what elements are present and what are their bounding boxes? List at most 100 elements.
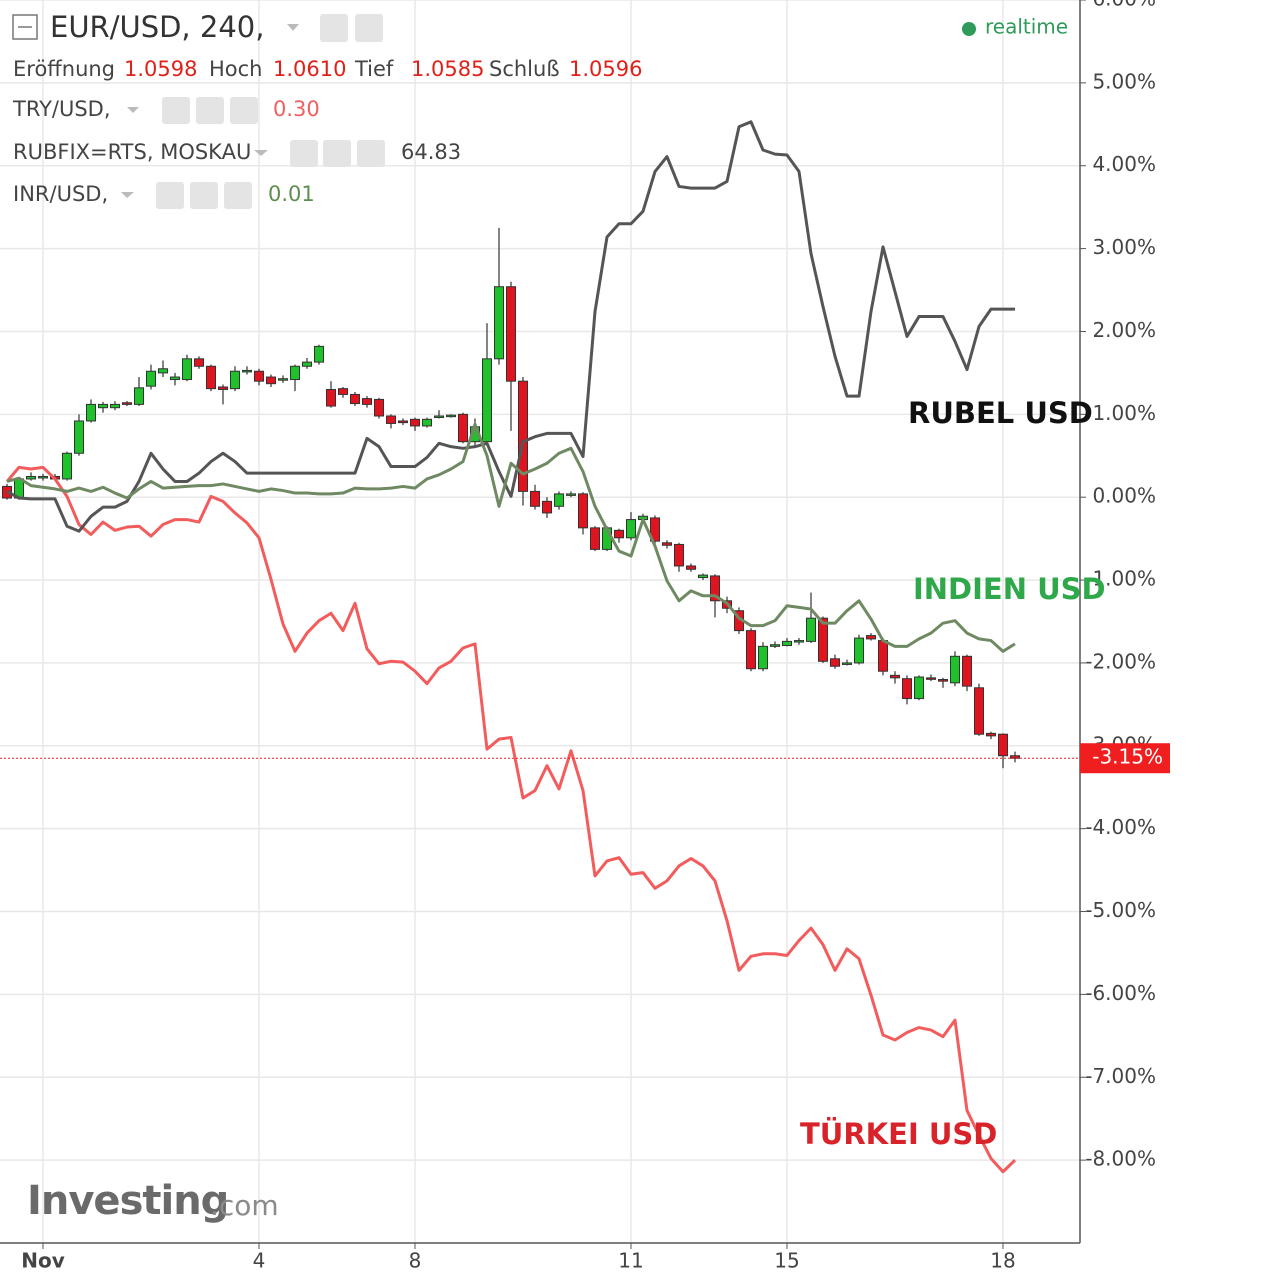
axis: -8.00%-7.00%-6.00%-5.00%-4.00%-3.00%-2.0… — [0, 0, 1170, 1273]
x-tick-label: 4 — [253, 1249, 266, 1273]
logo: Investing .com — [27, 1178, 279, 1224]
symbol: EUR/USD, 240, — [50, 10, 264, 44]
candle-body — [158, 368, 168, 374]
collapse-icon[interactable] — [12, 14, 38, 40]
candle-body — [758, 645, 768, 670]
candle-body — [554, 493, 564, 507]
legend-value: 0.01 — [268, 182, 315, 206]
candle-body — [890, 674, 900, 679]
candle-body — [146, 370, 156, 387]
ohlc-label: Schluß — [489, 57, 560, 81]
dropdown[interactable] — [254, 150, 268, 156]
candle-body — [182, 358, 192, 381]
candle-body — [410, 418, 420, 427]
candle-body — [86, 403, 96, 422]
dropdown[interactable] — [287, 24, 299, 31]
y-tick-label: -4.00% — [1085, 815, 1156, 839]
candle-body — [362, 398, 372, 405]
ohlc-value: 1.0610 — [273, 57, 346, 81]
candle-body — [434, 415, 444, 418]
candle-body — [38, 475, 48, 479]
legend-value: 64.83 — [401, 140, 461, 164]
candle-body — [530, 490, 540, 507]
candle-body — [482, 358, 492, 443]
x-tick-label: 8 — [409, 1249, 422, 1273]
candle-body — [590, 527, 600, 550]
current-label: -3.15% — [1092, 745, 1163, 769]
candle-body — [170, 376, 180, 381]
header: EUR/USD, 240, Eröffnung 1.0598 Hoch 1.06… — [12, 10, 1068, 209]
legend-entry: TRY/USD, — [12, 97, 111, 121]
close-icon[interactable] — [224, 182, 252, 209]
eye-icon[interactable] — [156, 182, 184, 209]
candle-body — [998, 733, 1008, 757]
y-tick-label: -7.00% — [1085, 1064, 1156, 1088]
status-dot — [962, 22, 976, 36]
ohlc-label: Tief — [354, 57, 394, 81]
y-tick-label: -6.00% — [1085, 981, 1156, 1005]
dropdown[interactable] — [127, 107, 139, 113]
y-tick-label: 0.00% — [1092, 484, 1156, 508]
eye-icon[interactable] — [290, 140, 318, 167]
dropdown[interactable] — [121, 192, 134, 198]
candle-body — [506, 286, 516, 382]
candle-body — [242, 369, 252, 373]
candle-body — [74, 420, 84, 454]
y-tick-label: 3.00% — [1092, 235, 1156, 259]
annotation: TÜRKEI USD — [800, 1117, 997, 1151]
series-line — [5, 465, 1017, 1174]
candle-body — [698, 574, 708, 579]
y-tick-label: 6.00% — [1092, 0, 1156, 11]
ohlc-label: Eröffnung — [13, 57, 115, 81]
gear-icon[interactable] — [355, 14, 383, 42]
candle-body — [26, 475, 36, 480]
eye-icon[interactable] — [162, 97, 190, 124]
logo-suffix: .com — [210, 1189, 279, 1222]
candle-body — [986, 732, 996, 737]
candle-body — [878, 640, 888, 672]
candle-body — [194, 358, 204, 367]
candle-body — [458, 413, 468, 443]
candle-body — [674, 543, 684, 567]
candle-body — [962, 655, 972, 687]
candle-body — [326, 388, 336, 407]
candle-body — [134, 387, 144, 405]
candle-body — [770, 644, 780, 647]
close-icon[interactable] — [230, 97, 258, 124]
gear-icon[interactable] — [190, 182, 218, 209]
candle-body — [398, 420, 408, 424]
candle-body — [122, 402, 132, 405]
candle-body — [350, 393, 360, 405]
series-line — [6, 422, 1016, 653]
candle-body — [254, 370, 264, 382]
legend-entry: RUBFIX=RTS, MOSKAU — [13, 140, 251, 164]
candle-body — [830, 658, 840, 667]
ohlc-value: 1.0585 — [411, 57, 484, 81]
candle-body — [626, 519, 636, 539]
close-icon[interactable] — [357, 140, 385, 167]
candle-body — [314, 345, 324, 363]
x-tick-label: 18 — [990, 1249, 1015, 1273]
gear-icon[interactable] — [196, 97, 224, 124]
candle-body — [1010, 755, 1020, 759]
candle-body — [914, 676, 924, 700]
grid — [0, 0, 1080, 1243]
candle-body — [98, 403, 108, 409]
y-tick-label: -2.00% — [1085, 649, 1156, 673]
candle-body — [746, 630, 756, 670]
logo-name: Investing — [27, 1178, 228, 1224]
candle-body — [818, 617, 828, 662]
candle-body — [518, 380, 528, 492]
candle-body — [686, 565, 696, 570]
candle-body — [494, 286, 504, 360]
candle-body — [338, 388, 348, 395]
candle-body — [62, 452, 72, 480]
eye-icon[interactable] — [320, 14, 348, 42]
gear-icon[interactable] — [323, 140, 351, 167]
candle-body — [374, 398, 384, 417]
y-tick-label: -5.00% — [1085, 898, 1156, 922]
candle-body — [542, 500, 552, 514]
x-tick-label: Nov — [21, 1249, 65, 1273]
candle-body — [782, 640, 792, 647]
